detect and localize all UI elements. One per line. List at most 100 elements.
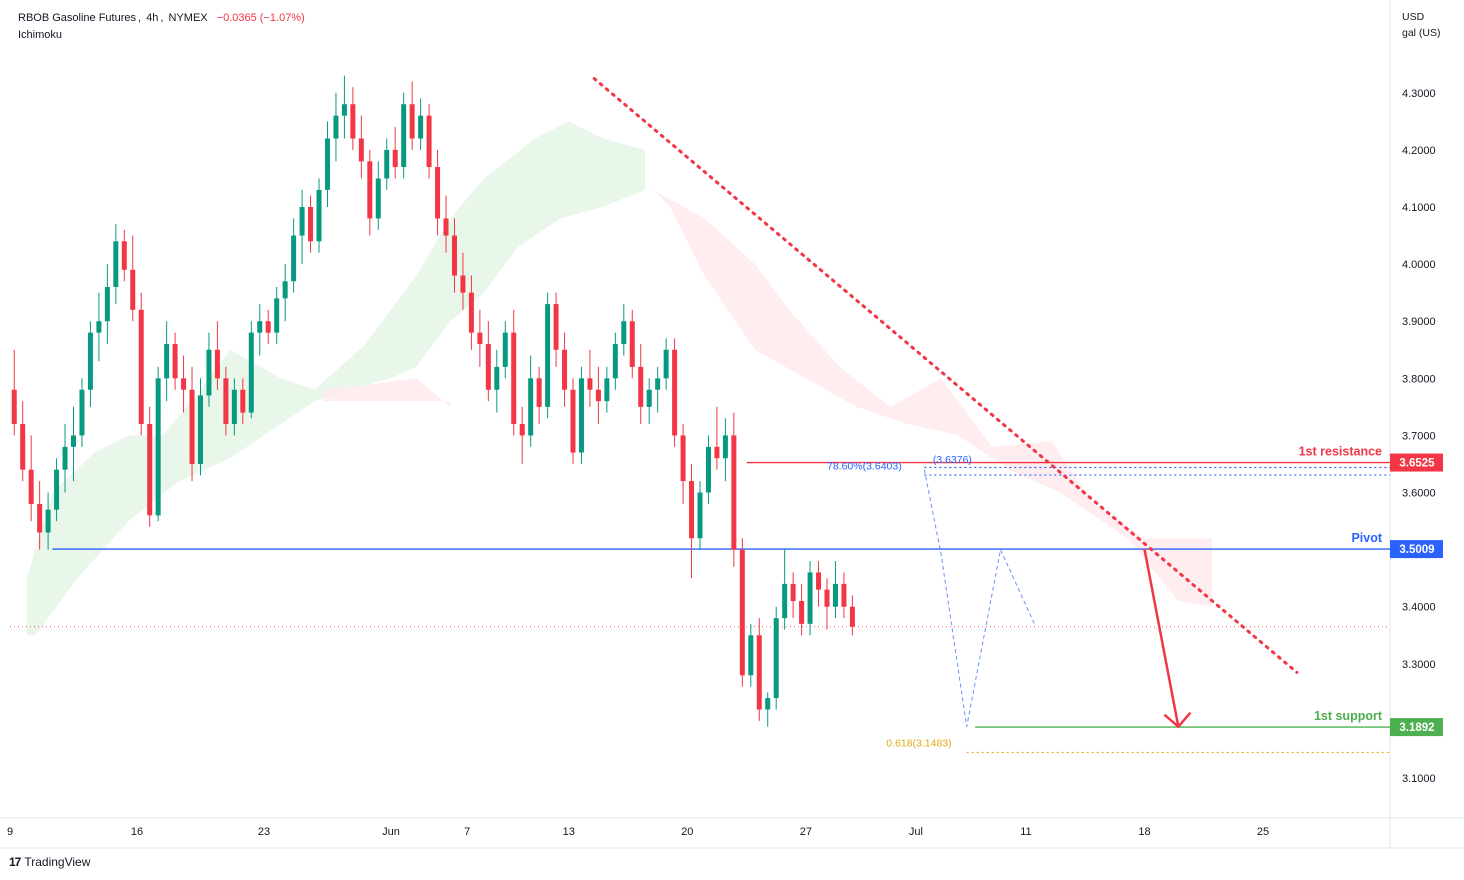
candle-body [595, 389, 601, 402]
candle-body [460, 275, 466, 293]
x-tick-label: 9 [7, 826, 13, 838]
y-tick-label: 3.8000 [1402, 373, 1436, 385]
candle-body [477, 332, 483, 345]
x-tick-label: 13 [563, 826, 575, 838]
candle-body [87, 332, 93, 390]
candle-body [663, 349, 669, 379]
candle-body [832, 583, 838, 607]
candle-body [468, 292, 474, 333]
candle-body [291, 235, 297, 282]
candle-body [435, 167, 441, 219]
candle-body [28, 469, 34, 504]
candle-body [849, 606, 855, 627]
candle-body [697, 492, 703, 539]
candle-body [265, 321, 271, 333]
x-tick-label: 18 [1138, 826, 1150, 838]
candle-body [45, 509, 51, 533]
candle-body [316, 189, 322, 242]
candle-body [172, 344, 178, 379]
level-price-label: 3.5009 [1399, 544, 1434, 556]
candle-body [181, 378, 187, 390]
candle-body [375, 178, 381, 219]
candle-body [418, 115, 424, 139]
candle-body [689, 481, 695, 539]
x-tick-label: 16 [131, 826, 143, 838]
candle-body [367, 161, 373, 219]
levels-layer: 1st resistance 3.6525 Pivot 3.5009 1st suppo… [10, 445, 1443, 754]
unit-currency: USD [1402, 11, 1425, 23]
candle-body [612, 344, 618, 379]
projection-arrow-head [1163, 711, 1192, 729]
level-price-tag [1390, 718, 1443, 737]
candle-body [680, 435, 686, 482]
unit-measure: gal (US) [1402, 27, 1441, 39]
candle-body [96, 321, 102, 333]
candle-body [536, 378, 542, 407]
symbol-line: RBOB Gasoline Futures, 4h, NYMEX −0.0365… [18, 12, 305, 24]
candle-body [790, 583, 796, 602]
candle-body [638, 366, 644, 407]
candle-body [350, 104, 356, 139]
x-tick-label: 23 [258, 826, 270, 838]
x-tick-label: 11 [1020, 826, 1031, 838]
candle-body [189, 389, 195, 464]
ichimoku-cloud-bearish [323, 378, 451, 407]
candle-body [443, 218, 449, 236]
harmonic-pattern-leg [923, 469, 1035, 727]
tradingview-logo-icon: 17 [9, 855, 21, 869]
candle-body [570, 389, 576, 453]
candle-body [519, 424, 525, 436]
candle-body [629, 321, 635, 367]
fib-label: 78.60%(3.6403) [827, 461, 902, 473]
candle-body [384, 149, 390, 179]
candle-body [197, 395, 203, 464]
candle-body [240, 389, 246, 413]
fib-label: 0.618(3.1483) [886, 737, 951, 749]
candle-body [20, 424, 26, 470]
symbol-name[interactable]: RBOB Gasoline Futures [18, 12, 136, 24]
candle-body [37, 503, 43, 533]
tradingview-logo[interactable]: 17 TradingView [9, 855, 90, 869]
y-tick-label: 4.0000 [1402, 259, 1436, 271]
candle-body [578, 378, 584, 453]
tradingview-brand: TradingView [24, 855, 91, 869]
candle-body [130, 269, 136, 310]
candle-body [545, 304, 551, 407]
price-axis-unit: USD gal (US) [1402, 9, 1441, 41]
candle-body [341, 104, 347, 116]
candle-body [248, 332, 254, 413]
candle-body [155, 378, 161, 516]
candle-body [655, 378, 661, 390]
indicator-name[interactable]: Ichimoku [18, 29, 63, 41]
y-tick-label: 3.7000 [1402, 430, 1436, 442]
candle-body [553, 304, 559, 350]
y-tick-label: 4.2000 [1402, 145, 1436, 157]
ichimoku-cloud-layer [26, 121, 1213, 636]
y-tick-label: 4.3000 [1402, 88, 1436, 100]
candle-body [206, 349, 212, 396]
annotations-layer: 78.60%(3.6403) (3.6376) 0.618(3.1483) [592, 77, 1299, 749]
candle-body [392, 149, 398, 168]
ichimoku-cloud-bearish [653, 189, 1213, 607]
x-tick-label: 7 [464, 826, 470, 838]
candle-body [164, 344, 170, 379]
x-tick-label: 27 [800, 826, 812, 838]
candle-body [147, 424, 153, 516]
candle-body [426, 115, 432, 168]
fib-label: (3.6376) [933, 454, 972, 466]
x-tick-label: Jul [909, 826, 923, 838]
candle-body [79, 389, 85, 436]
candle-body [62, 446, 68, 470]
y-tick-label: 4.1000 [1402, 202, 1436, 214]
candle-body [841, 583, 847, 607]
candles-layer [11, 75, 855, 727]
candle-body [333, 115, 339, 139]
candle-body [824, 589, 830, 607]
candle-body [257, 321, 263, 333]
candle-body [358, 138, 364, 162]
level-price-tag [1390, 540, 1443, 559]
candle-body [739, 549, 745, 676]
candle-body [282, 281, 288, 299]
candle-body [722, 435, 728, 459]
